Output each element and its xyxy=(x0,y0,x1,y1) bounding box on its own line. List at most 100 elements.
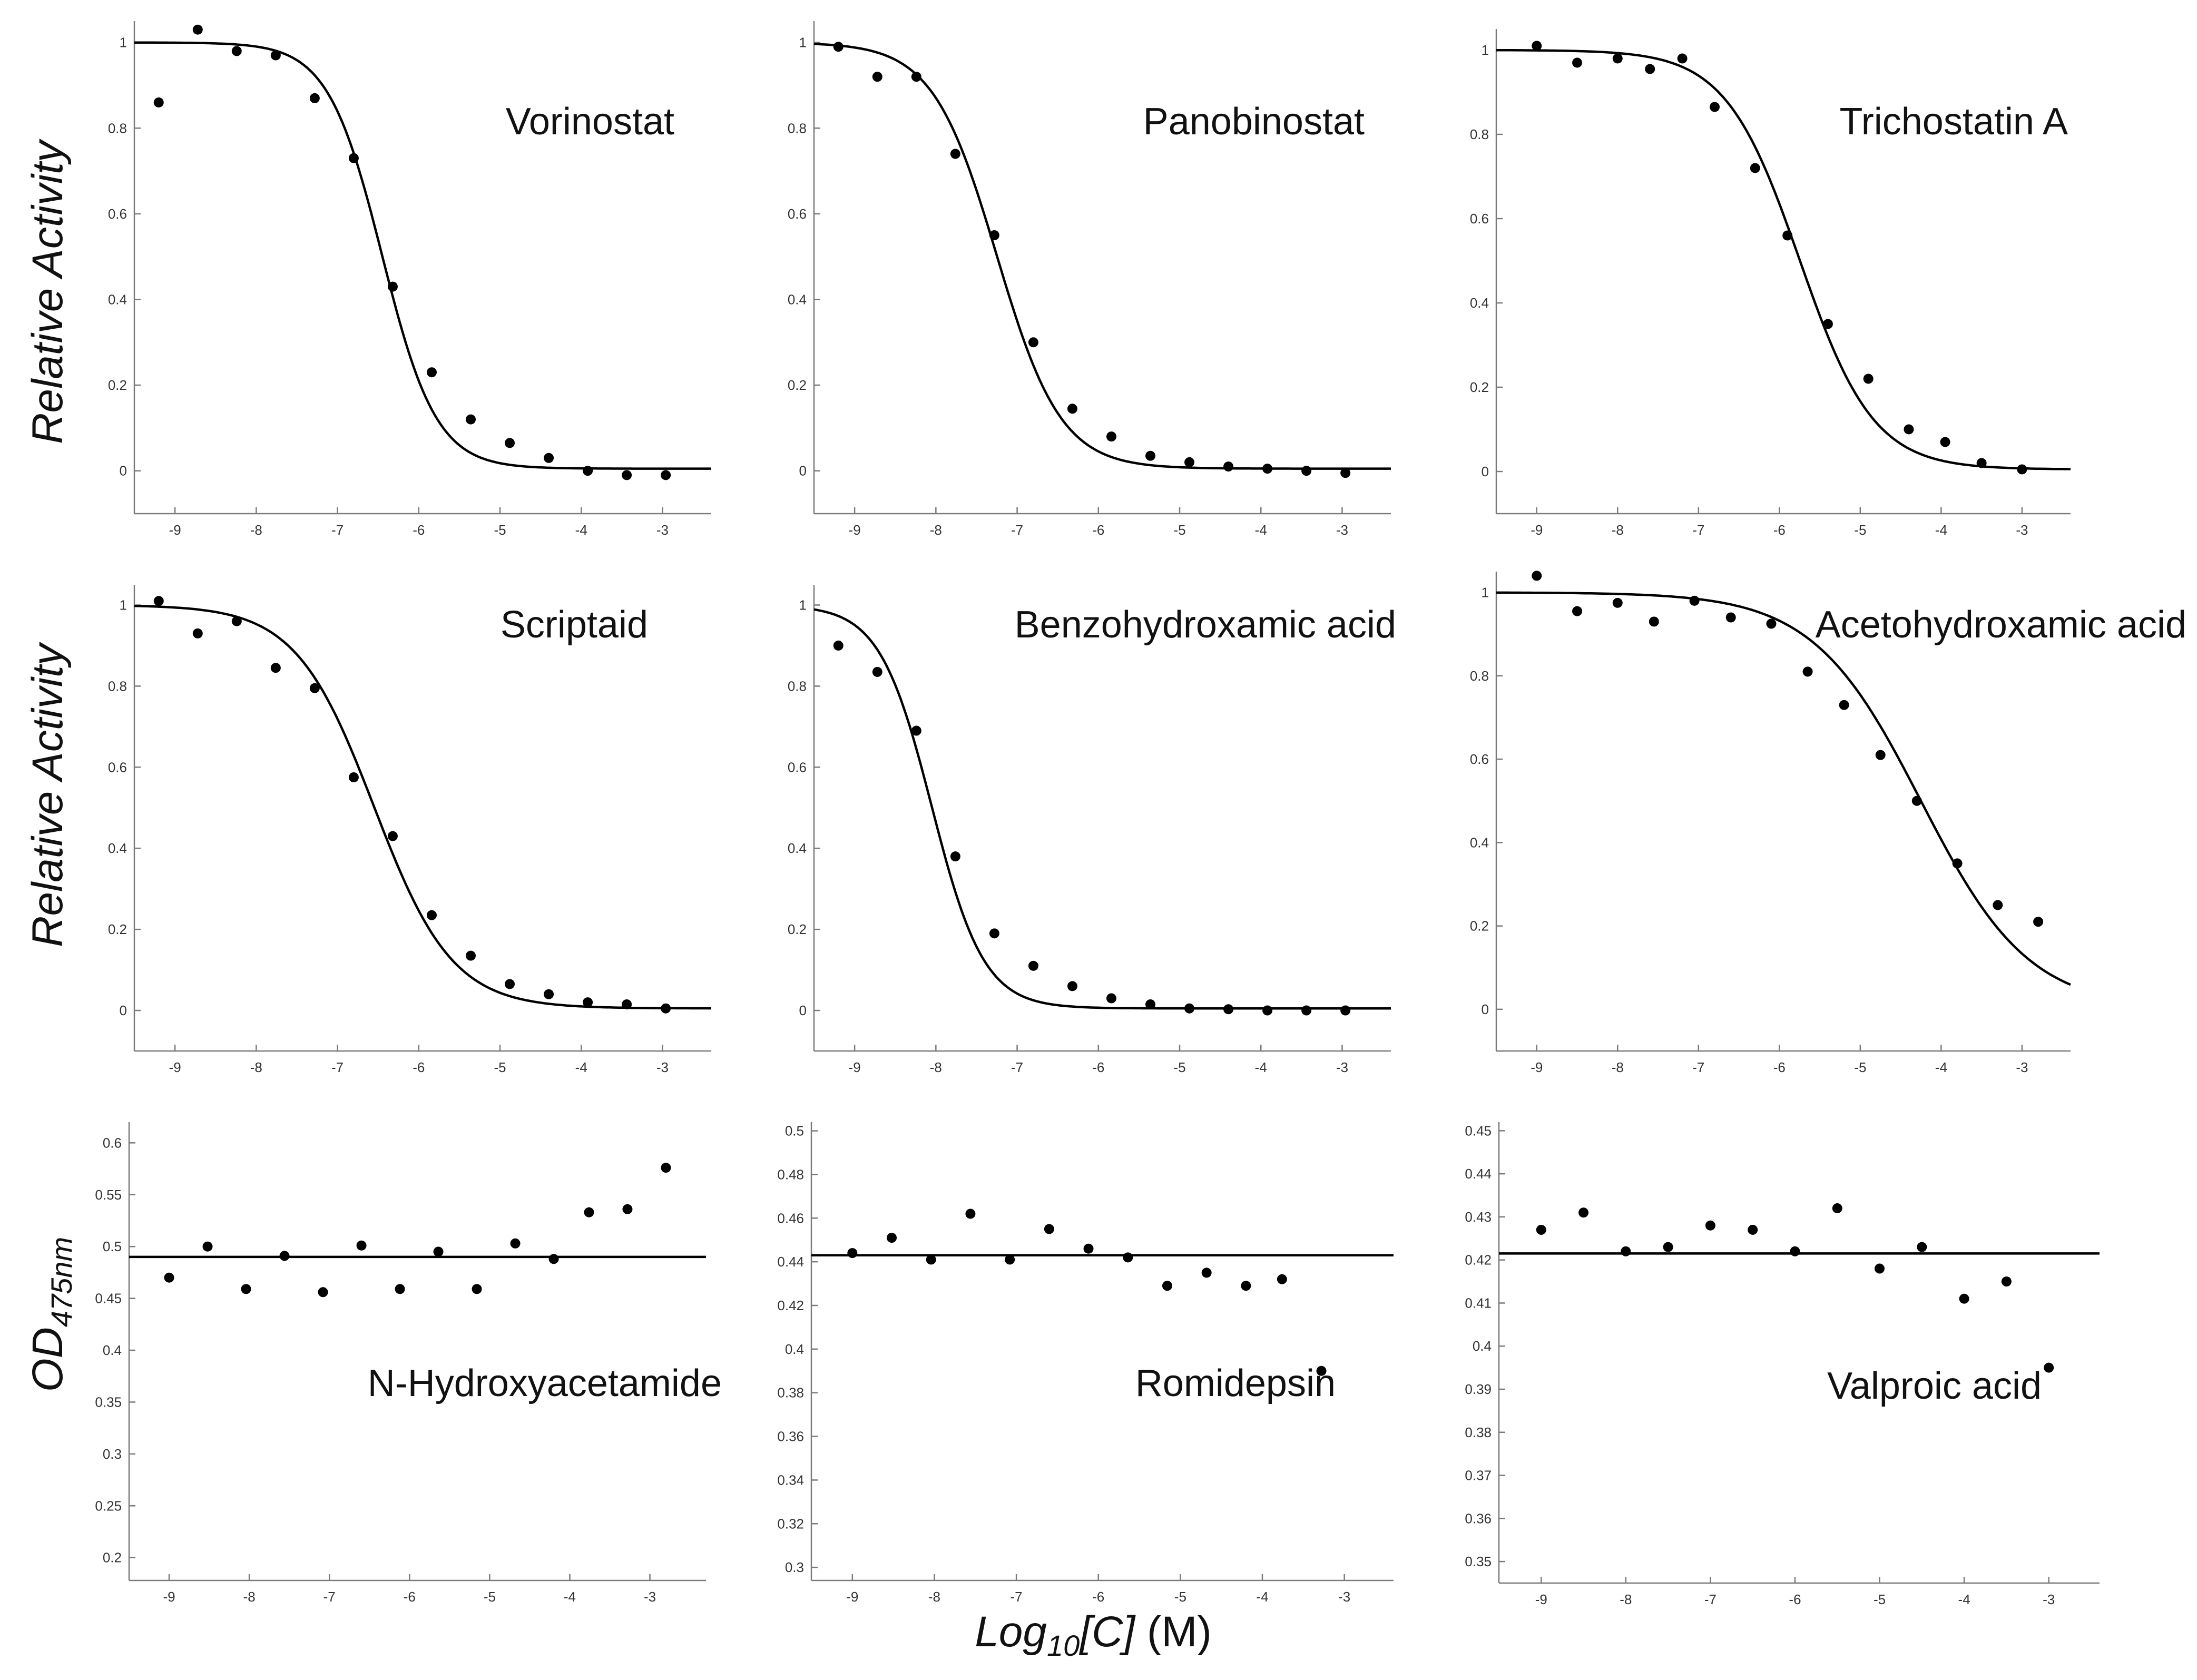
data-point xyxy=(2044,1362,2054,1373)
data-point xyxy=(387,831,398,841)
x-tick-label: -7 xyxy=(331,1059,344,1075)
data-point xyxy=(1184,457,1195,467)
y-tick-label: 0.2 xyxy=(108,377,127,393)
y-tick-label: 0.44 xyxy=(777,1254,804,1270)
xlabel-log: Log xyxy=(975,1608,1047,1656)
x-tick-label: -9 xyxy=(1535,1591,1547,1607)
x-tick-label: -9 xyxy=(1531,1059,1543,1075)
fit-curve xyxy=(134,604,712,1010)
x-tick-label: -6 xyxy=(404,1589,416,1605)
data-point xyxy=(426,910,437,920)
data-point xyxy=(153,97,164,107)
x-tick-label: -7 xyxy=(331,522,344,538)
data-point xyxy=(1917,1242,1927,1252)
chart-panel-1: -9 -8 -7 -6 -5 -4 -3 0 0.2 0.4 0.6 0.8 1 Vorinostat xyxy=(108,21,711,538)
y-tick-label: 0 xyxy=(1482,464,1489,479)
x-tick-label: -7 xyxy=(1011,1589,1023,1605)
x-tick-label: -5 xyxy=(1854,1059,1866,1075)
y-tick-label: 0.4 xyxy=(108,291,127,307)
data-point xyxy=(833,42,844,52)
chart-title: Romidepsin xyxy=(1135,1362,1336,1404)
x-tick-label: -6 xyxy=(413,522,425,538)
x-tick-label: -4 xyxy=(1935,1059,1947,1075)
data-point xyxy=(395,1284,405,1294)
y-tick-label: 0.32 xyxy=(777,1516,804,1531)
y-tick-label: 1 xyxy=(799,35,807,51)
y-tick-label: 0.8 xyxy=(1470,126,1489,142)
y-tick-label: 0.45 xyxy=(1465,1123,1492,1138)
chart-title: Panobinostat xyxy=(1143,101,1365,143)
y-tick-label: 0.4 xyxy=(1473,1338,1492,1354)
y-tick-label: 0.6 xyxy=(103,1135,122,1151)
x-tick-label: -3 xyxy=(1338,1589,1350,1605)
x-tick-label: -5 xyxy=(494,522,506,538)
y-tick-label: 0.5 xyxy=(103,1239,122,1254)
x-tick-label: -5 xyxy=(494,1059,506,1075)
x-tick-label: -9 xyxy=(169,1059,181,1075)
ylabel-od-subscript: 475nm xyxy=(45,1237,78,1327)
data-point xyxy=(2001,1276,2012,1287)
data-point xyxy=(465,950,476,961)
data-point xyxy=(309,683,320,693)
data-point xyxy=(661,470,671,480)
x-tick-label: -8 xyxy=(928,1589,940,1605)
xlabel-bracket: [C] xyxy=(1078,1608,1136,1656)
y-tick-label: 0.38 xyxy=(1465,1424,1492,1440)
x-tick-label: -3 xyxy=(1336,1059,1348,1075)
y-tick-label: 0 xyxy=(1482,1001,1489,1017)
x-tick-label: -7 xyxy=(1011,1059,1023,1075)
x-tick-label: -6 xyxy=(1773,522,1786,538)
y-tick-label: 0.39 xyxy=(1465,1381,1492,1397)
data-point xyxy=(318,1287,328,1298)
data-point xyxy=(911,72,921,82)
data-point xyxy=(1223,461,1234,472)
data-point xyxy=(1649,616,1659,627)
x-tick-label: -4 xyxy=(564,1589,576,1605)
data-point xyxy=(1710,102,1720,112)
fit-curve xyxy=(813,608,1391,1010)
y-tick-label: 0.35 xyxy=(1465,1554,1492,1569)
y-tick-label: 1 xyxy=(120,597,127,613)
data-point xyxy=(510,1238,521,1249)
chart-title: Acetohydroxamic acid xyxy=(1816,604,2186,646)
data-point xyxy=(1316,1365,1327,1376)
x-tick-label: -7 xyxy=(1692,522,1704,538)
x-tick-label: -6 xyxy=(1773,1059,1786,1075)
data-point xyxy=(1083,1243,1094,1254)
data-point xyxy=(1959,1293,1969,1304)
data-point xyxy=(1301,1005,1312,1016)
data-point xyxy=(465,414,476,425)
y-tick-label: 0.6 xyxy=(1470,751,1489,767)
x-tick-label: -7 xyxy=(1704,1591,1717,1607)
data-point xyxy=(1750,163,1760,173)
chart-panel-2: -9 -8 -7 -6 -5 -4 -3 0 0.2 0.4 0.6 0.8 1 Panobinostat xyxy=(788,21,1391,538)
data-point xyxy=(192,24,203,35)
data-point xyxy=(622,1204,633,1214)
data-point xyxy=(1201,1268,1212,1278)
data-point xyxy=(583,466,593,476)
x-tick-label: -9 xyxy=(846,1589,858,1605)
data-point xyxy=(192,628,203,638)
y-tick-label: 0.3 xyxy=(785,1559,804,1575)
chart-title: N-Hydroxyacetamide xyxy=(368,1362,722,1404)
data-point xyxy=(1612,53,1623,64)
y-tick-label: 0.48 xyxy=(777,1166,804,1182)
y-tick-label: 0.37 xyxy=(1465,1468,1492,1483)
chart-panel-3: -9 -8 -7 -6 -5 -4 -3 0 0.2 0.4 0.6 0.8 1 Trichostatin… xyxy=(1470,29,2071,538)
y-tick-label: 0.2 xyxy=(1470,918,1489,934)
x-tick-label: -3 xyxy=(2043,1591,2055,1607)
y-tick-label: 0.42 xyxy=(777,1298,804,1313)
y-tick-label: 0.4 xyxy=(785,1341,804,1357)
data-point xyxy=(872,72,882,82)
x-tick-label: -9 xyxy=(849,1059,861,1075)
data-point xyxy=(1572,606,1583,616)
y-tick-label: 0.36 xyxy=(777,1429,804,1445)
data-point xyxy=(1782,230,1793,241)
x-tick-label: -9 xyxy=(849,522,861,538)
data-point xyxy=(1536,1224,1546,1235)
data-point xyxy=(1802,666,1813,677)
xlabel-subscript: 10 xyxy=(1047,1629,1080,1662)
y-tick-label: 0 xyxy=(799,1003,807,1018)
chart-panel-5: -9 -8 -7 -6 -5 -4 -3 0 0.2 0.4 0.6 0.8 1 Benzohydroxa… xyxy=(788,585,1396,1075)
